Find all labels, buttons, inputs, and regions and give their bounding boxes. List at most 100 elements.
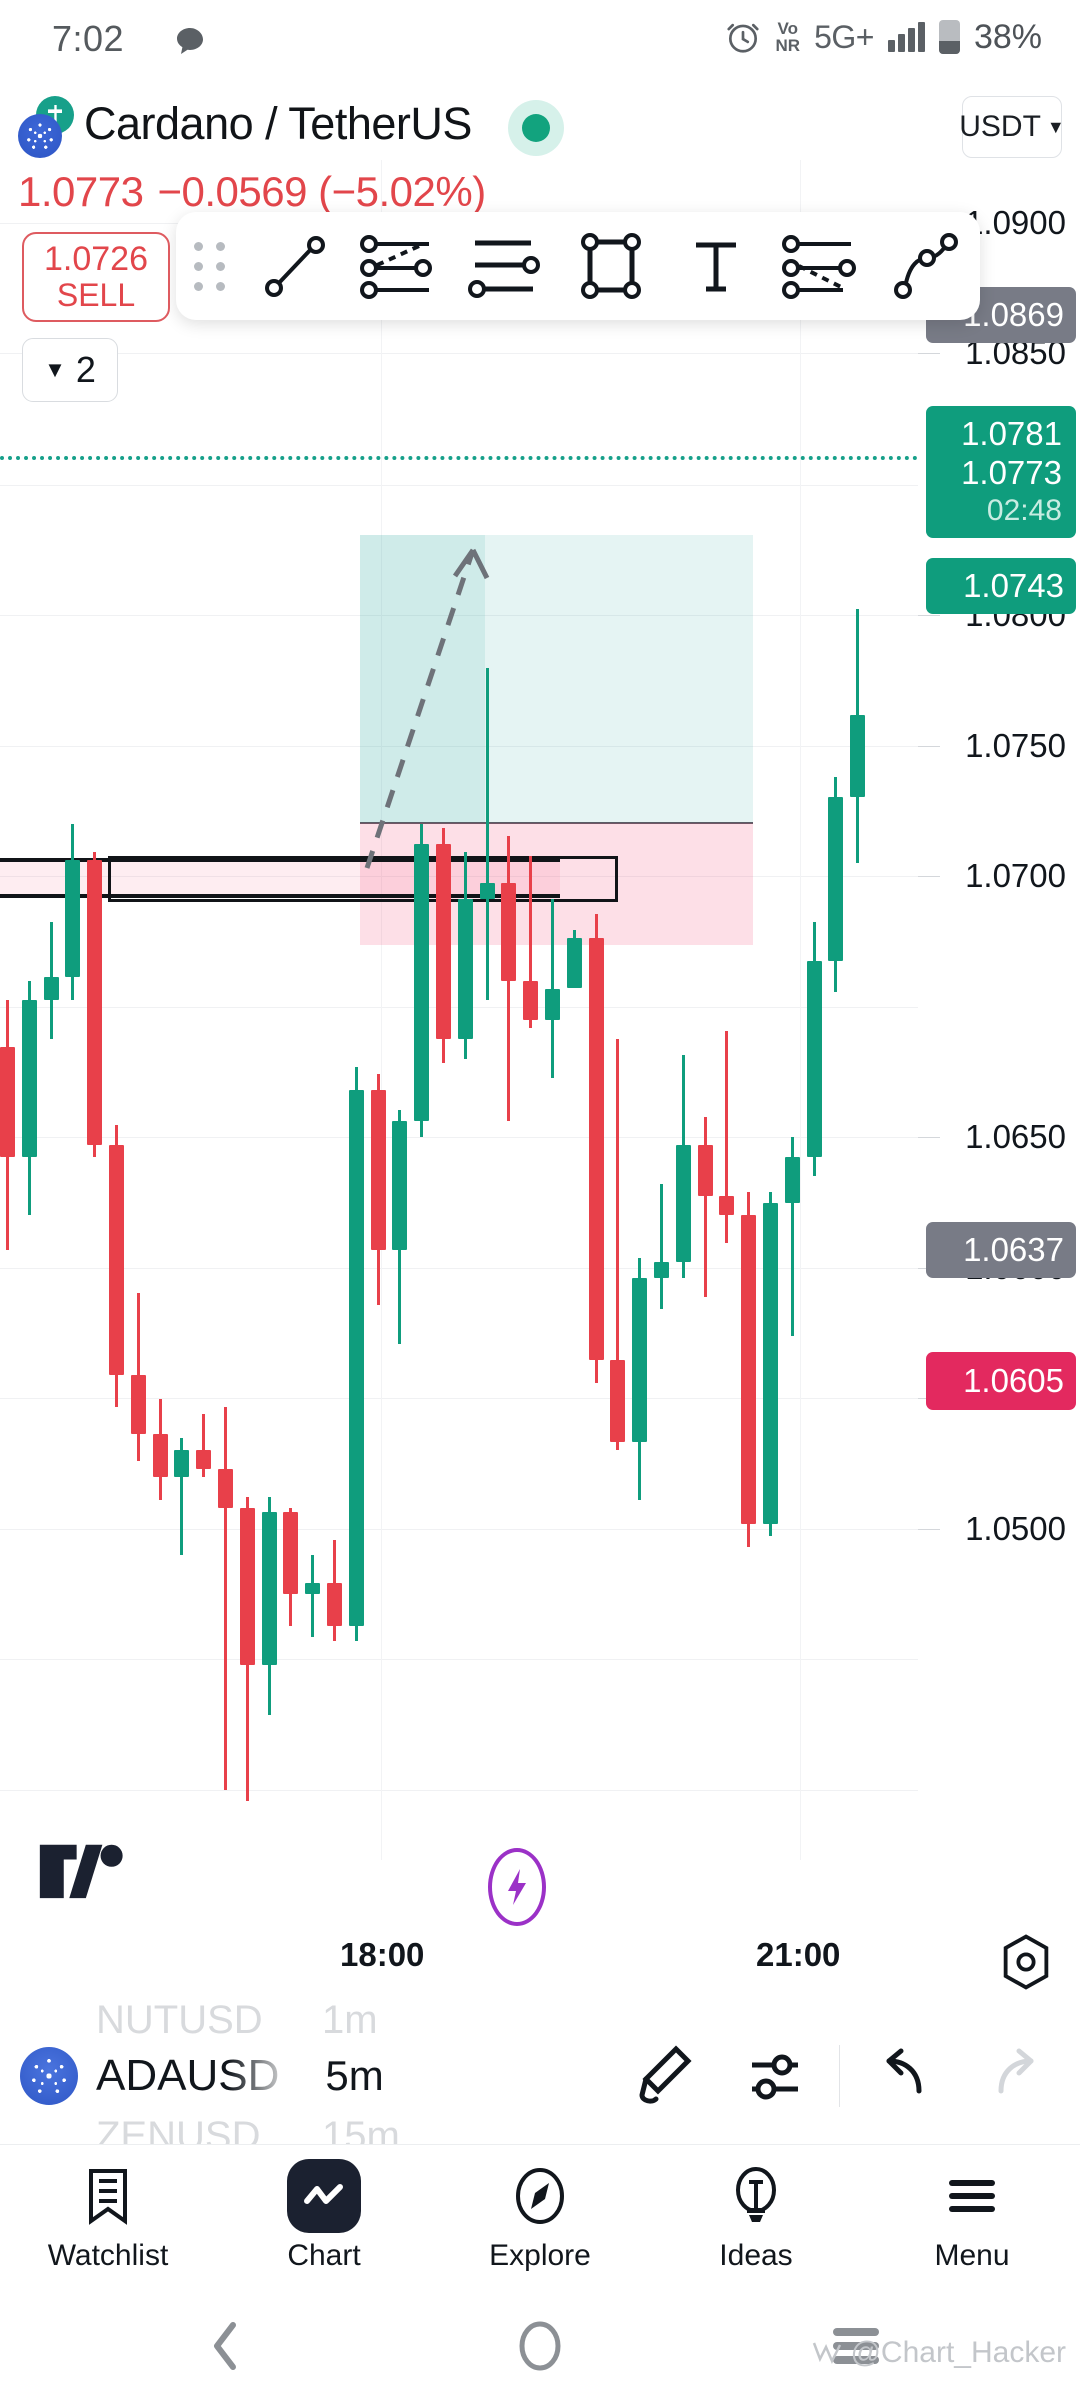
android-recents-button[interactable] — [826, 2316, 886, 2376]
chart-settings-hexagon-icon[interactable] — [1000, 1934, 1052, 1990]
candle-wick — [551, 898, 554, 1079]
nav-label-watchlist: Watchlist — [47, 2238, 169, 2272]
timeframe-ghost-below[interactable]: 15m — [322, 2114, 400, 2144]
lightning-bolt-icon[interactable] — [488, 1848, 546, 1926]
candlestick — [174, 160, 190, 1860]
nav-label-menu: Menu — [934, 2238, 1010, 2272]
candlestick — [109, 160, 124, 1860]
candlestick — [87, 160, 103, 1860]
chart-tools — [607, 2043, 1080, 2109]
candle-body — [65, 859, 81, 977]
rectangle-tool[interactable] — [558, 212, 663, 320]
candlestick — [152, 160, 168, 1860]
candle-body — [654, 1262, 669, 1278]
candle-body — [196, 1449, 212, 1470]
drag-handle-dots-icon[interactable] — [176, 241, 242, 291]
candlestick — [741, 160, 757, 1860]
symbol-ghost-below[interactable]: ZENUSD — [96, 2114, 261, 2144]
candle-body — [327, 1582, 342, 1626]
active-symbol[interactable]: ADAUSD — [96, 2051, 280, 2100]
support-rectangle[interactable] — [108, 856, 618, 902]
candlestick — [348, 160, 364, 1860]
candle-body — [675, 1144, 691, 1263]
candlestick — [828, 160, 844, 1860]
price-tick-label: 1.0700 — [965, 857, 1066, 894]
stop-loss-chip[interactable]: 1.0605 — [926, 1352, 1076, 1410]
trend-line-icon — [264, 236, 325, 297]
nav-label-explore: Explore — [489, 2238, 591, 2272]
cardano-tether-pair-icon — [18, 96, 74, 158]
bottom-navigation: Watchlist Chart Explore — [0, 2144, 1080, 2294]
candlestick — [479, 160, 495, 1860]
support-line-top — [0, 858, 560, 862]
candlestick — [566, 160, 582, 1860]
candle-body — [348, 1090, 364, 1626]
gridline-vertical — [381, 160, 382, 1860]
symbol-row-active[interactable]: ADAUSD 5m — [0, 2040, 1080, 2112]
parallel-channel-tool[interactable] — [453, 212, 558, 320]
trend-line-tool[interactable] — [242, 212, 347, 320]
candlestick — [457, 160, 473, 1860]
chart-header: Cardano / TetherUS USDT ▼ 1.0773 −0.0569 … — [0, 82, 1080, 232]
candlestick — [0, 160, 15, 1860]
currency-selector[interactable]: USDT ▼ — [959, 96, 1065, 158]
symbol-switcher-bar[interactable]: NUTUSD 1m ADAUSD 5m — [0, 2004, 1080, 2144]
candle-body — [828, 797, 844, 962]
position-profit-zone-projection[interactable] — [485, 535, 753, 823]
chart-line-icon — [287, 2158, 361, 2233]
active-timeframe[interactable]: 5m — [325, 2052, 384, 2099]
nav-item-ideas[interactable]: Ideas — [648, 2145, 864, 2294]
tradingview-logo-icon — [39, 1844, 123, 1899]
pitchfork-tool[interactable] — [347, 212, 452, 320]
android-back-button[interactable] — [196, 2316, 256, 2376]
android-home-button[interactable] — [510, 2316, 570, 2376]
text-tool[interactable] — [664, 212, 769, 320]
candle-body — [806, 961, 822, 1157]
redo-button[interactable] — [960, 2045, 1072, 2107]
compass-icon — [513, 2167, 567, 2225]
candle-body — [21, 1000, 37, 1157]
gridline — [0, 1659, 918, 1660]
take-profit-chip[interactable]: 1.0743 — [926, 558, 1076, 614]
rectangle-icon — [580, 233, 641, 299]
sell-price: 1.0726 — [44, 240, 148, 279]
neutral-grey-chip[interactable]: 1.0637 — [926, 1222, 1076, 1278]
time-axis[interactable]: 18:00 21:00 — [0, 1920, 1080, 2004]
gridline — [0, 1398, 918, 1399]
sell-price-badge[interactable]: 1.0726 SELL — [22, 232, 170, 322]
position-entry-line[interactable] — [360, 822, 753, 824]
battery-percent: 38% — [973, 17, 1042, 56]
nav-item-menu[interactable]: Menu — [864, 2145, 1080, 2294]
pencil-icon — [639, 2045, 692, 2104]
curve-tool[interactable] — [875, 212, 980, 320]
currency-label: USDT — [959, 110, 1041, 143]
sell-label: SELL — [56, 277, 136, 314]
network-type: 5G+ — [814, 18, 874, 55]
candle-body — [545, 988, 560, 1020]
timeframe-ghost-above[interactable]: 1m — [322, 2004, 378, 2042]
symbol-ghost-above[interactable]: NUTUSD — [96, 2004, 263, 2042]
candlestick — [130, 160, 146, 1860]
back-chevron-icon — [214, 2322, 236, 2370]
last-price-chip[interactable]: 1.0781 1.0773 02:48 — [926, 406, 1076, 538]
undo-button[interactable] — [848, 2045, 960, 2107]
draw-pencil-button[interactable] — [607, 2043, 719, 2109]
page-title[interactable]: Cardano / TetherUS — [84, 98, 472, 149]
nav-item-watchlist[interactable]: Watchlist — [0, 2145, 216, 2294]
candle-body — [523, 980, 539, 1020]
candlestick — [414, 160, 430, 1860]
indicators-settings-button[interactable] — [719, 2043, 831, 2109]
nav-item-explore[interactable]: Explore — [432, 2145, 648, 2294]
candle-body — [283, 1512, 299, 1595]
price-axis[interactable]: 1.0900 1.0850 1.0800 1.0750 1.0700 1.065… — [918, 160, 1080, 1860]
toolbar-count-button[interactable]: ▼ 2 — [22, 338, 118, 402]
nav-item-chart[interactable]: Chart — [216, 2145, 432, 2294]
drawing-toolbar[interactable] — [176, 212, 980, 320]
price-tick-label: 1.0500 — [965, 1510, 1066, 1547]
price-chart[interactable] — [0, 160, 918, 1860]
gann-box-tool[interactable] — [769, 212, 874, 320]
last-price-chip-ask: 1.0781 — [961, 415, 1062, 453]
status-bar: 7:02 Vo NR 5G+ 38% — [0, 0, 1080, 72]
change-percent: (−5.02%) — [318, 168, 486, 215]
chat-bubble-icon — [177, 28, 203, 54]
